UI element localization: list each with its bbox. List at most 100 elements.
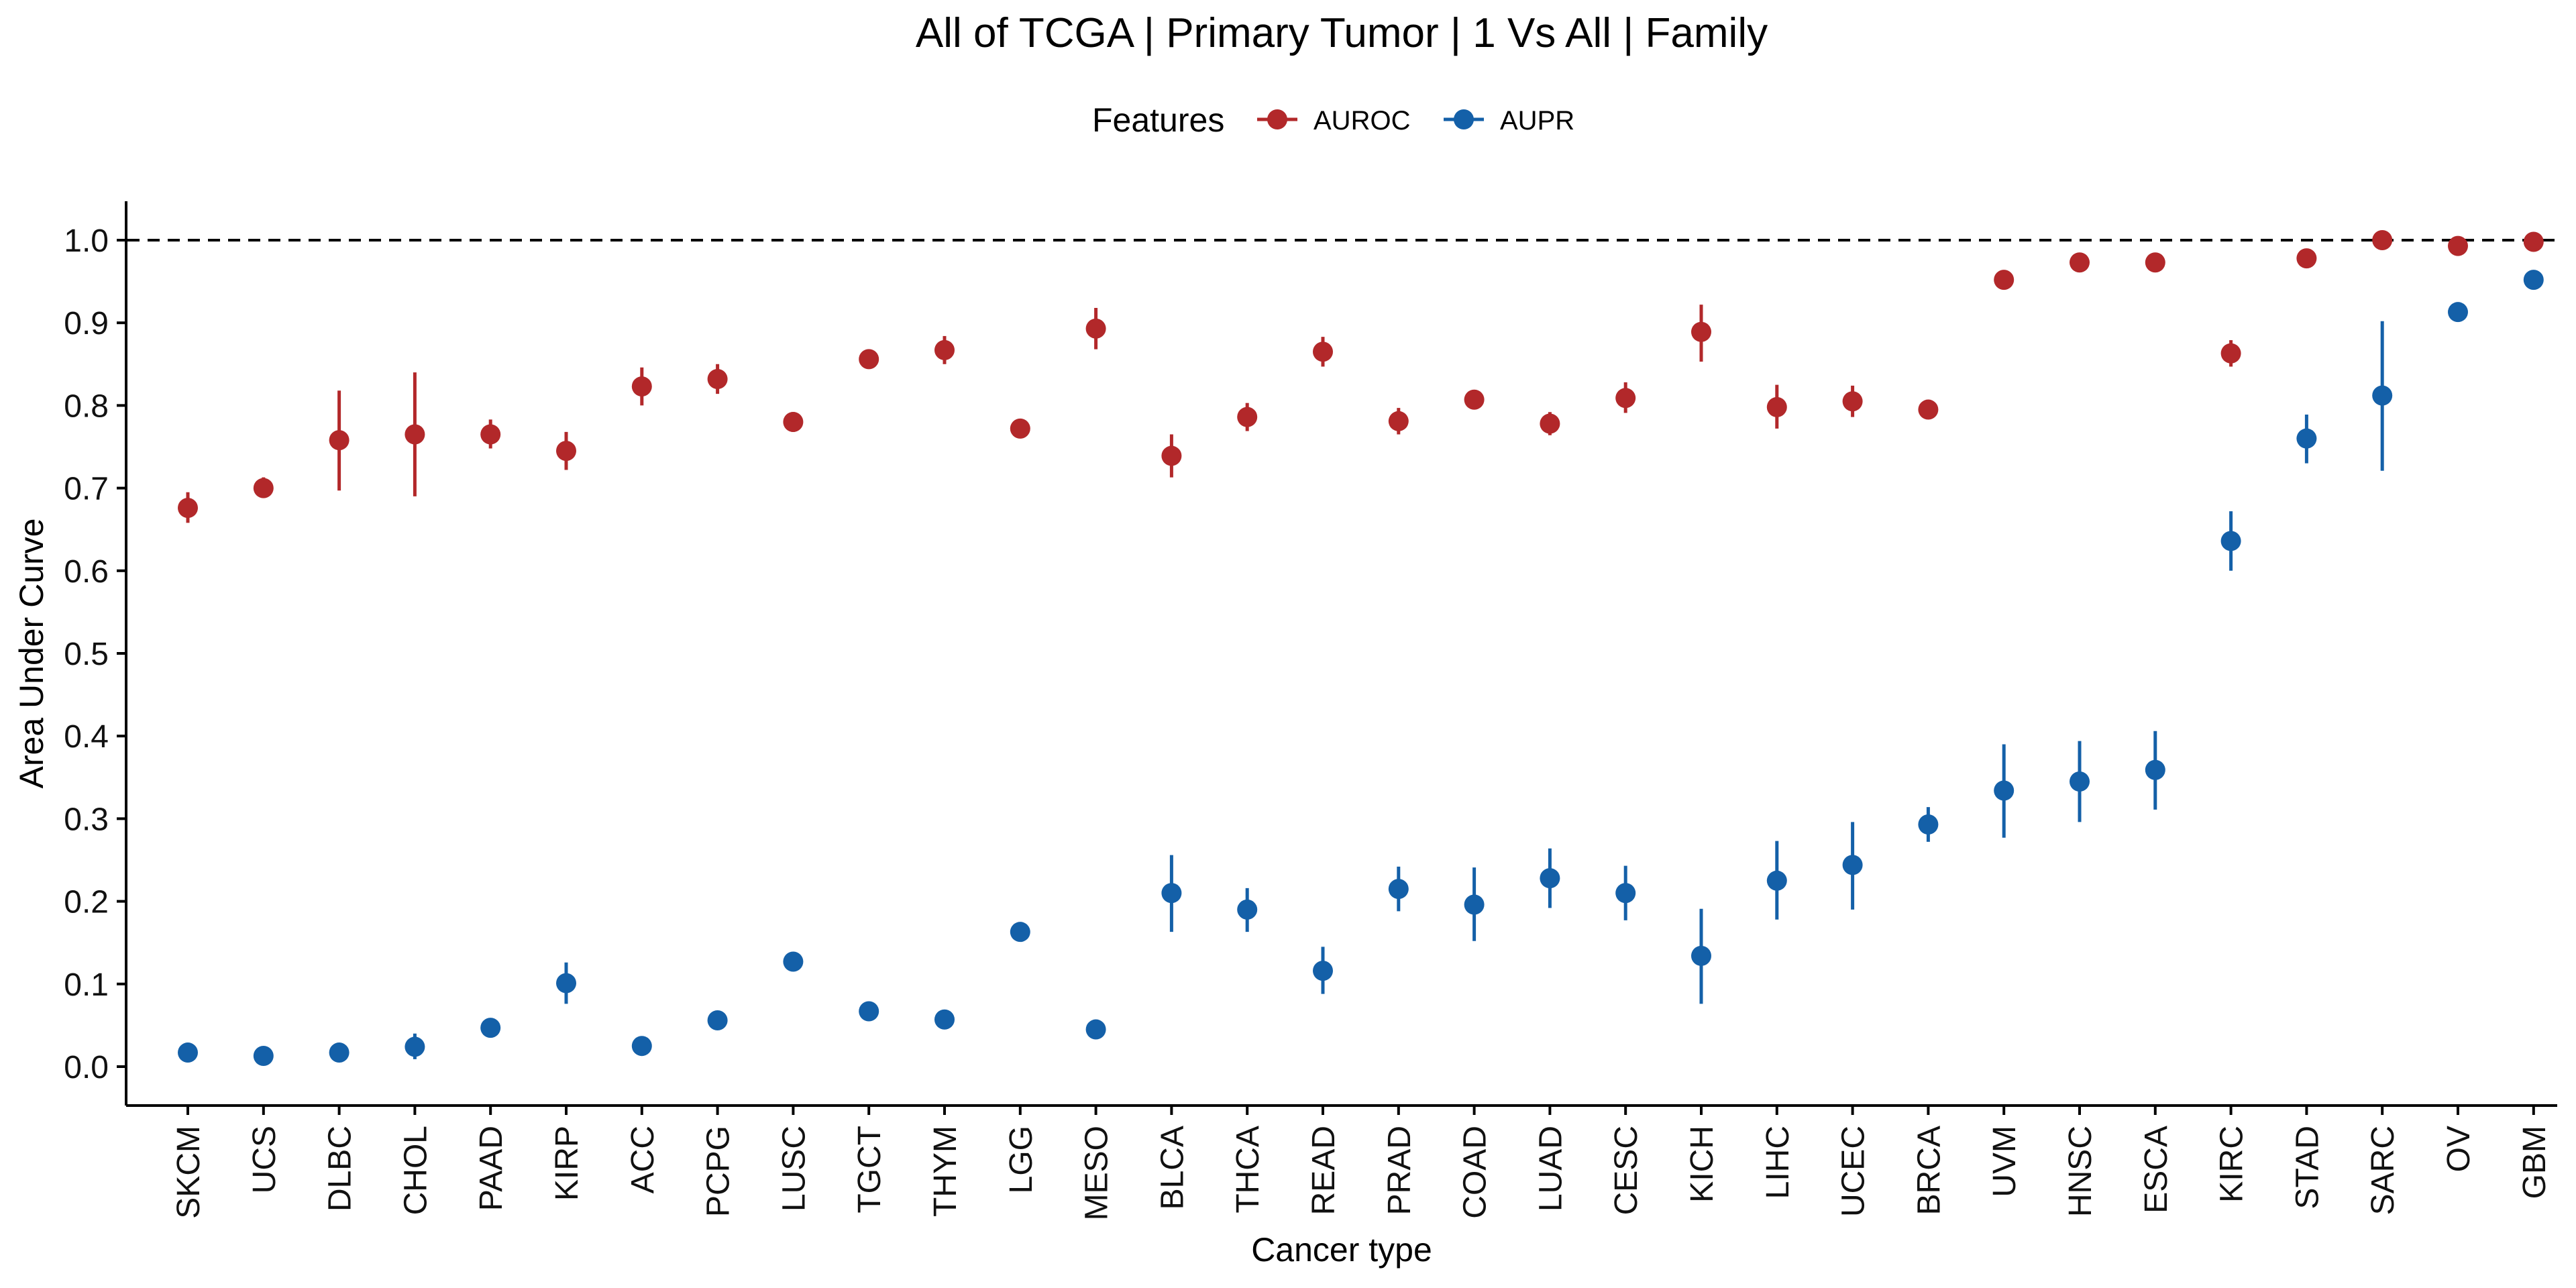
aupr-point [480,1018,501,1038]
aupr-point [405,1036,425,1057]
x-tick-label: THCA [1230,1126,1266,1214]
auroc-point [1540,413,1560,434]
aupr-point [1085,1019,1106,1040]
x-tick-label: MESO [1079,1126,1115,1220]
aupr-point [1994,780,2015,801]
x-tick-label: ACC [625,1126,661,1193]
axis-titles: Cancer type Area Under Curve [13,519,1432,1269]
aupr-point [934,1009,955,1030]
chart-title: All of TCGA | Primary Tumor | 1 Vs All |… [915,10,1768,56]
auroc-point [859,349,879,370]
aupr-point [1161,883,1182,904]
aupr-point [1388,879,1409,900]
aupr-point [1010,922,1030,943]
legend-item-aupr: AUPR [1444,106,1574,136]
x-tick-label: KIRP [549,1126,585,1201]
x-tick-label: STAD [2290,1126,2325,1209]
aupr-point [1918,814,1939,835]
aupr-point [1842,855,1863,875]
y-tick-label: 0.5 [64,637,109,672]
auroc-point [1010,418,1030,439]
aupr-point [1691,945,1711,966]
legend-key-point [1454,109,1474,129]
auroc-point [1388,411,1409,431]
auroc-point [934,339,955,360]
legend-item-auroc: AUROC [1257,106,1410,136]
auroc-point [631,376,652,397]
x-tick-label: PCPG [701,1126,737,1217]
aupr-point [1237,899,1258,920]
aupr-point [2296,428,2317,449]
series-aupr [178,270,2544,1066]
auroc-point [556,441,576,462]
aupr-point [1766,870,1787,891]
x-tick-label: BRCA [1911,1126,1947,1215]
legend: Features AUROC AUPR [1092,101,1574,139]
auroc-point [1161,445,1182,466]
aupr-point [783,951,804,972]
y-tick-label: 0.3 [64,802,109,837]
aupr-point [1464,894,1485,915]
x-axis-title: Cancer type [1251,1231,1432,1269]
y-tick-label: 0.0 [64,1050,109,1085]
auroc-point [1766,396,1787,417]
aupr-point [859,1001,879,1022]
aupr-point [2372,385,2393,406]
auroc-point [329,430,350,451]
y-tick-label: 0.9 [64,306,109,341]
aupr-point [631,1036,652,1057]
x-tick-label: CESC [1609,1126,1644,1215]
x-tick-label: GBM [2517,1126,2553,1199]
x-tick-label: KICH [1684,1126,1720,1203]
y-tick-label: 0.1 [64,967,109,1003]
x-tick-label: SARC [2365,1126,2401,1215]
aupr-point [1540,868,1560,889]
aupr-point [556,973,576,994]
x-tick-label: UCS [247,1126,282,1193]
auroc-point [1691,321,1711,342]
x-tick-label: KIRC [2214,1126,2250,1203]
x-tick-label: HNSC [2063,1126,2098,1217]
legend-label: AUROC [1313,106,1410,136]
x-tick-label: UCEC [1836,1126,1872,1217]
aupr-point [707,1010,728,1031]
x-tick-label: LGG [1004,1126,1039,1193]
x-tick-label: BLCA [1155,1126,1190,1210]
auroc-point [1994,270,2015,290]
auroc-point [178,498,198,519]
y-tick-label: 0.7 [64,472,109,507]
x-tick-label: DLBC [323,1126,358,1212]
legend-key-point [1267,109,1287,129]
x-axis: SKCM UCS DLBC CHOL PAAD KIRP ACC PCPG LUSC TGCT TH… [126,1104,2557,1220]
data-marks [178,230,2544,1066]
auroc-point [1313,341,1333,362]
x-tick-label: CHOL [398,1126,433,1215]
y-tick-label: 1.0 [64,223,109,259]
aupr-point [2523,270,2544,290]
x-tick-label: PRAD [1382,1126,1417,1215]
x-tick-label: THYM [928,1126,963,1217]
y-tick-label: 0.8 [64,388,109,424]
aupr-point [2070,771,2090,792]
auroc-point [2145,252,2165,273]
auroc-point [2372,230,2393,250]
aupr-point [178,1042,198,1063]
auroc-point [2523,231,2544,252]
x-tick-label: COAD [1458,1126,1493,1219]
auroc-point [707,368,728,389]
auroc-point [783,412,804,433]
aupr-point [2448,302,2468,323]
auroc-point [1615,388,1636,409]
x-tick-label: LUSC [776,1126,812,1212]
auroc-point [1085,318,1106,339]
x-tick-label: LUAD [1533,1126,1568,1212]
y-axis-title: Area Under Curve [13,519,50,789]
aupr-point [2145,759,2165,780]
auroc-point [405,424,425,445]
series-auroc [178,230,2544,523]
y-tick-label: 0.2 [64,885,109,920]
x-tick-label: LIHC [1760,1126,1796,1199]
x-tick-label: PAAD [474,1126,509,1211]
legend-title: Features [1092,101,1224,139]
auroc-point [2220,343,2241,364]
